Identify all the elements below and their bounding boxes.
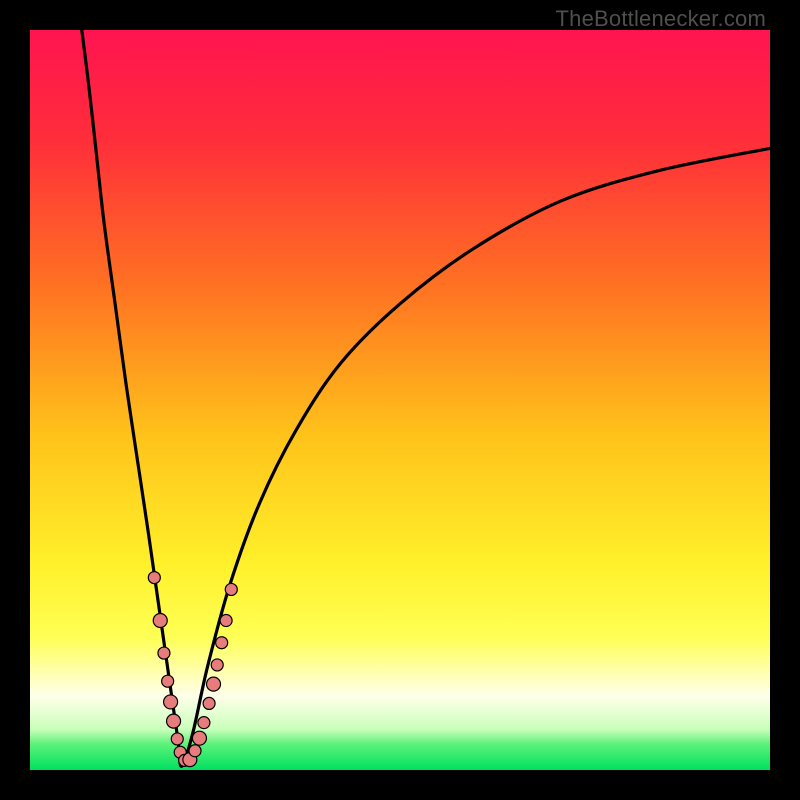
data-marker	[162, 675, 174, 687]
data-marker	[164, 695, 178, 709]
data-marker	[198, 717, 210, 729]
plot-area	[30, 30, 770, 770]
gradient-background	[30, 30, 770, 770]
data-marker	[171, 733, 183, 745]
data-marker	[207, 677, 221, 691]
data-marker	[148, 572, 160, 584]
chart-frame: TheBottlenecker.com	[0, 0, 800, 800]
data-marker	[158, 647, 170, 659]
data-marker	[225, 583, 237, 595]
data-marker	[220, 615, 232, 627]
data-marker	[192, 731, 206, 745]
data-marker	[167, 714, 181, 728]
data-marker	[189, 745, 201, 757]
data-marker	[216, 637, 228, 649]
watermark-text: TheBottlenecker.com	[556, 6, 766, 32]
data-marker	[211, 659, 223, 671]
data-marker	[203, 697, 215, 709]
bottleneck-plot-svg	[30, 30, 770, 770]
data-marker	[153, 614, 167, 628]
